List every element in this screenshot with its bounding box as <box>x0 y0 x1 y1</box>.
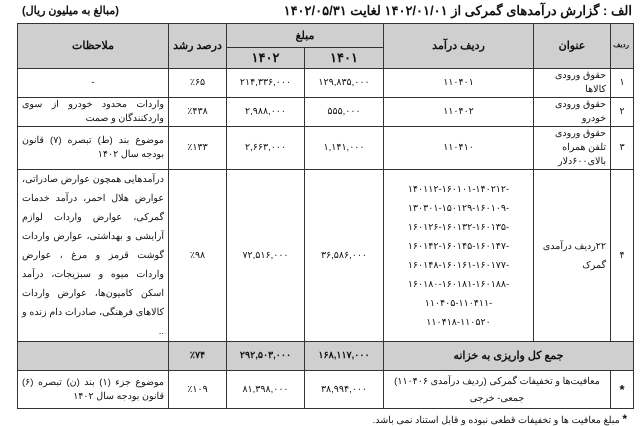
row-no: ۲ <box>610 97 634 127</box>
header-growth: درصد رشد <box>168 23 227 69</box>
row-1402: ۲,۶۶۳,۰۰۰ <box>226 126 305 170</box>
row-remarks: موضوع بند (ط) تبصره (۷) قانون بودجه سال … <box>17 126 169 170</box>
row-code: ۱۱۰۴۰۱ <box>383 68 534 98</box>
code-line: ۱۶۰۱۴۸-۱۶۰۱۶۱-۱۶۰۱۷۷- <box>407 259 510 271</box>
code-line: ۱۱۰۴۰۵-۱۱۰۴۱۱- <box>424 297 493 309</box>
code-line: ۱۶۰۱۸۰-۱۶۰۱۸۱-۱۶۰۱۸۸- <box>407 278 510 290</box>
row-no: * <box>610 370 634 409</box>
row-remarks: واردات محدود خودرو از سوی واردکنندگان و … <box>17 97 169 127</box>
total-remarks-empty <box>17 341 169 371</box>
row-title: ۲۲ردیف درآمدی گمرک <box>533 169 611 342</box>
row-1402: ۲,۹۸۸,۰۰۰ <box>226 97 305 127</box>
row-no: ۴ <box>610 169 634 342</box>
row-remarks: درآمدهایی همچون عوارض صادراتی، عوارض هلا… <box>17 169 169 342</box>
row-1402: ۸۱,۳۹۸,۰۰۰ <box>226 370 305 409</box>
code-line: ۱۳۰۳۰۱-۱۵۰۱۲۹-۱۶۰۱۰۹- <box>407 202 510 214</box>
exemptions-row: * معافیت‌ها و تخفیفات گمرکی (ردیف درآمدی… <box>17 370 634 409</box>
footnote: * مبلغ معافیت ها و تخفیفات قطعی نبوده و … <box>17 409 633 426</box>
row-title: حقوق ورودی کالاها <box>533 68 611 98</box>
table-row: ۱ حقوق ورودی کالاها ۱۱۰۴۰۱ ۱۲۹,۸۳۵,۰۰۰ ۲… <box>17 68 634 98</box>
report-header: الف : گزارش درآمدهای گمرکی از ۱۴۰۲/۰۱/۰۱… <box>0 0 642 23</box>
total-row: جمع کل واریزی به خزانه ۱۶۸,۱۱۷,۰۰۰ ۲۹۲,۵… <box>17 341 634 371</box>
table-row: ۳ حقوق ورودی تلفن همراه بالای۶۰۰دلار ۱۱۰… <box>17 126 634 170</box>
row-title: حقوق ورودی خودرو <box>533 97 611 127</box>
row-growth: ٪۱۳۳ <box>168 126 227 170</box>
header-year-1402: ۱۴۰۲ <box>226 47 305 69</box>
header-row-no: ردیف <box>610 23 634 69</box>
row-no: ۳ <box>610 126 634 170</box>
row-1401: ۳۶,۵۸۶,۰۰۰ <box>304 169 384 342</box>
header-revenue-code: ردیف درآمد <box>383 23 534 69</box>
header-year-1401: ۱۴۰۱ <box>304 47 384 69</box>
row-title: معافیت‌ها و تخفیفات گمرکی (ردیف درآمدی ۱… <box>383 370 611 409</box>
row-remarks: موضوع جزء (۱) بند (ن) تبصره (۶) قانون بو… <box>17 370 169 409</box>
report-title: الف : گزارش درآمدهای گمرکی از ۱۴۰۲/۰۱/۰۱… <box>283 3 632 18</box>
code-line: ۱۱۰۴۱۸-۱۱۰۵۲۰ <box>426 316 491 328</box>
row-no: ۱ <box>610 68 634 98</box>
code-line: ۱۶۰۱۴۲-۱۶۰۱۴۵-۱۶۰۱۴۷- <box>407 240 510 252</box>
footnote-mark: * <box>622 412 627 426</box>
row-1402: ۲۱۴,۳۳۶,۰۰۰ <box>226 68 305 98</box>
report-body: ردیف عنوان ردیف درآمد مبلغ درصد رشد ملاح… <box>17 23 634 426</box>
table-row: ۴ ۲۲ردیف درآمدی گمرک ۱۴۰۱۱۲-۱۶۰۱۰۱-۱۴۰۲۱… <box>17 169 634 342</box>
row-growth: ٪۱۰۹ <box>168 370 227 409</box>
row-1402: ۷۲,۵۱۶,۰۰۰ <box>226 169 305 342</box>
unit-note: (مبالغ به میلیون ریال) <box>22 5 119 17</box>
code-line: ۱۶۰۱۲۶-۱۶۰۱۳۲-۱۶۰۱۳۵- <box>407 221 510 233</box>
header-remarks: ملاحظات <box>17 23 169 69</box>
code-line: ۱۴۰۱۱۲-۱۶۰۱۰۱-۱۴۰۲۱۲- <box>407 183 510 195</box>
header-amount: مبلغ <box>226 23 384 48</box>
row-1401: ۳۸,۹۹۴,۰۰۰ <box>304 370 384 409</box>
row-growth: ٪۹۸ <box>168 169 227 342</box>
row-remarks: - <box>17 68 169 98</box>
row-growth: ٪۴۳۸ <box>168 97 227 127</box>
row-title: حقوق ورودی تلفن همراه بالای۶۰۰دلار <box>533 126 611 170</box>
header-title: عنوان <box>533 23 611 69</box>
row-1401: ۱۲۹,۸۳۵,۰۰۰ <box>304 68 384 98</box>
row-code: ۱۱۰۴۱۰ <box>383 126 534 170</box>
total-1401: ۱۶۸,۱۱۷,۰۰۰ <box>304 341 384 371</box>
total-label: جمع کل واریزی به خزانه <box>383 341 634 371</box>
total-growth: ٪۷۴ <box>168 341 227 371</box>
row-1401: ۱,۱۴۱,۰۰۰ <box>304 126 384 170</box>
row-growth: ٪۶۵ <box>168 68 227 98</box>
row-1401: ۵۵۵,۰۰۰ <box>304 97 384 127</box>
total-1402: ۲۹۲,۵۰۳,۰۰۰ <box>226 341 305 371</box>
row-code: ۱۱۰۴۰۲ <box>383 97 534 127</box>
row-codes: ۱۴۰۱۱۲-۱۶۰۱۰۱-۱۴۰۲۱۲- ۱۳۰۳۰۱-۱۵۰۱۲۹-۱۶۰۱… <box>383 169 534 342</box>
customs-revenue-table: ردیف عنوان ردیف درآمد مبلغ درصد رشد ملاح… <box>17 23 634 409</box>
table-row: ۲ حقوق ورودی خودرو ۱۱۰۴۰۲ ۵۵۵,۰۰۰ ۲,۹۸۸,… <box>17 97 634 127</box>
